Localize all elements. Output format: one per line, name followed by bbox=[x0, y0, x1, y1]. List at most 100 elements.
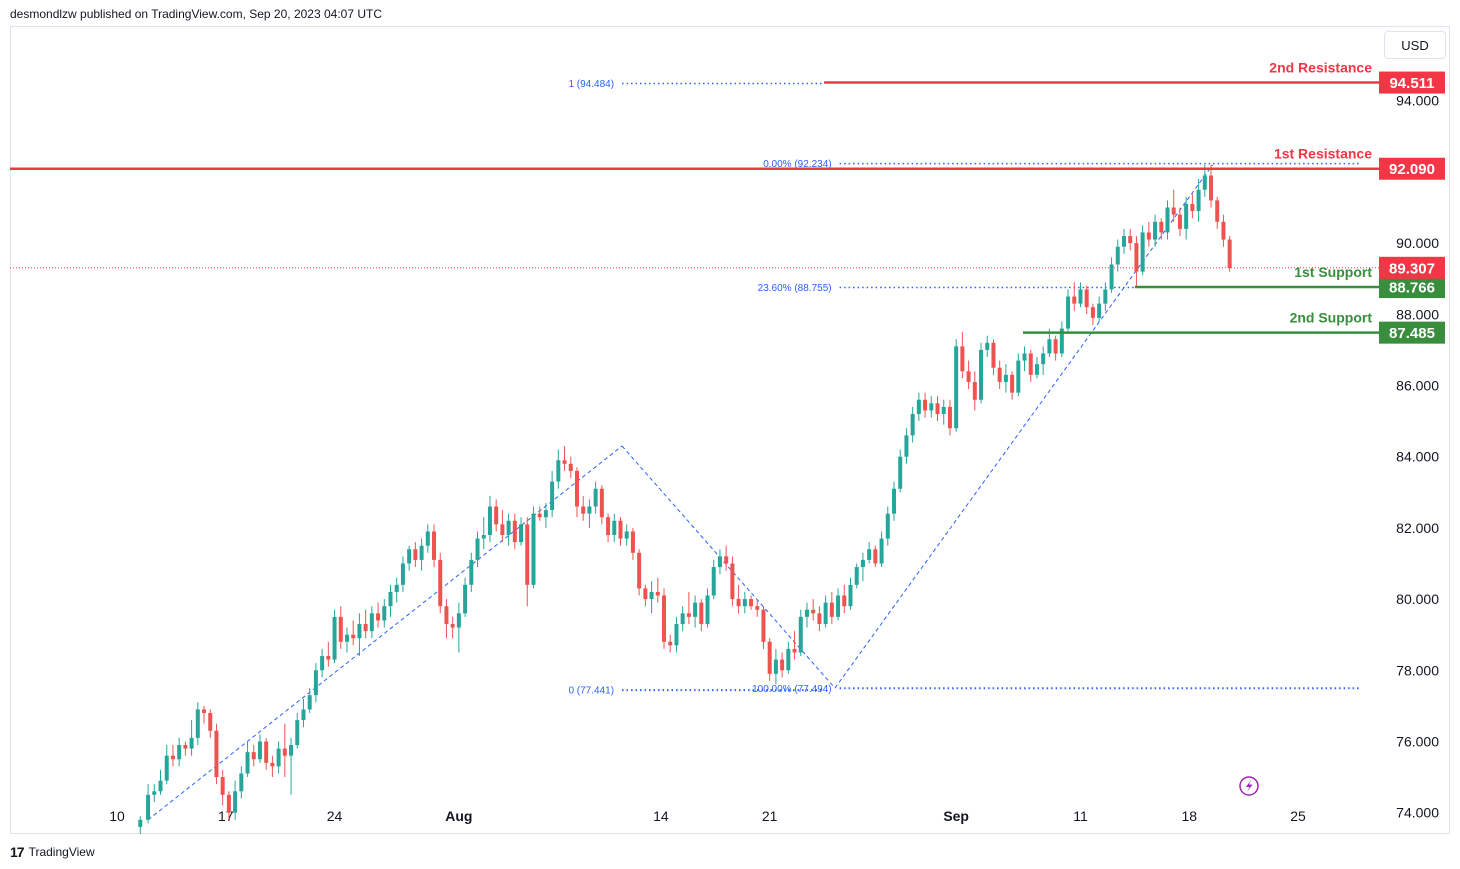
last-price-label: 89.307 bbox=[1389, 260, 1435, 277]
candle bbox=[276, 741, 281, 774]
x-tick-label: 21 bbox=[762, 808, 778, 824]
fib-level-label: 100.00% (77.494) bbox=[752, 684, 832, 695]
candle-body bbox=[1078, 289, 1083, 304]
candle bbox=[749, 595, 754, 610]
candle bbox=[394, 577, 399, 603]
candle bbox=[686, 591, 691, 624]
candle-body bbox=[1034, 364, 1039, 375]
candle-body bbox=[550, 481, 555, 511]
candle-body bbox=[979, 349, 984, 400]
candle-body bbox=[1090, 307, 1095, 318]
candle bbox=[1159, 218, 1164, 240]
candle bbox=[450, 616, 455, 639]
candle bbox=[947, 399, 952, 436]
candle bbox=[226, 791, 231, 820]
candle bbox=[475, 531, 480, 568]
price-tag-label: 87.485 bbox=[1389, 325, 1435, 342]
candle bbox=[344, 627, 349, 653]
candle-body bbox=[195, 709, 200, 738]
candle bbox=[214, 723, 219, 785]
candle bbox=[233, 780, 238, 820]
candle bbox=[960, 332, 965, 379]
candle bbox=[326, 641, 331, 667]
candle-body bbox=[1047, 339, 1052, 354]
chart-frame[interactable] bbox=[10, 26, 1450, 834]
currency-button[interactable]: USD bbox=[1384, 31, 1446, 59]
candle-body bbox=[1190, 203, 1195, 212]
candle-body bbox=[618, 520, 623, 539]
candle-body bbox=[1059, 328, 1064, 354]
x-tick-label: 11 bbox=[1073, 808, 1088, 824]
price-tag bbox=[1379, 321, 1445, 344]
candle bbox=[780, 652, 785, 678]
y-tick-label: 76.000 bbox=[1396, 733, 1439, 749]
candle bbox=[531, 506, 536, 589]
candle-body bbox=[208, 712, 213, 731]
candle bbox=[506, 513, 511, 546]
candle-body bbox=[655, 591, 660, 596]
candle bbox=[1146, 221, 1151, 247]
candle-body bbox=[1003, 374, 1008, 382]
price-tag bbox=[1379, 71, 1445, 94]
candle bbox=[239, 766, 244, 799]
candle bbox=[668, 634, 673, 653]
candle-body bbox=[226, 794, 231, 813]
candle bbox=[997, 360, 1002, 390]
candle bbox=[1121, 228, 1126, 254]
candle-body bbox=[985, 342, 990, 350]
candle-body bbox=[512, 520, 517, 543]
candle bbox=[798, 609, 803, 657]
candle-body bbox=[848, 584, 853, 607]
candle-body bbox=[531, 513, 536, 585]
candle-body bbox=[730, 563, 735, 600]
candle-body bbox=[1209, 175, 1214, 201]
fib-trend-line bbox=[834, 164, 1213, 689]
candle-body bbox=[320, 656, 325, 671]
candle-body bbox=[469, 559, 474, 585]
candle-body bbox=[1134, 243, 1139, 272]
candle-body bbox=[432, 531, 437, 560]
candle-body bbox=[972, 381, 977, 400]
lightning-icon[interactable] bbox=[1239, 776, 1259, 796]
candle bbox=[202, 705, 207, 724]
candle-body bbox=[382, 606, 387, 621]
candle-body bbox=[189, 737, 194, 749]
candle bbox=[388, 584, 393, 617]
levels-layer: 2nd Resistance 94.511 1st Resistance 92.090… bbox=[10, 60, 1445, 344]
candle-body bbox=[152, 791, 157, 795]
candle-body bbox=[773, 659, 778, 674]
candle-body bbox=[606, 517, 611, 536]
fib-trend-line bbox=[621, 445, 836, 689]
candle-body bbox=[556, 460, 561, 482]
candle-body bbox=[997, 367, 1002, 382]
candle-body bbox=[649, 591, 654, 600]
candle-body bbox=[581, 506, 586, 514]
candle-body bbox=[892, 488, 896, 514]
candle bbox=[1184, 196, 1189, 240]
candle-body bbox=[456, 613, 461, 628]
candle-body bbox=[407, 549, 412, 564]
candle-body bbox=[630, 531, 635, 553]
candle-body bbox=[481, 535, 486, 539]
candle bbox=[220, 769, 225, 806]
candle-body bbox=[1227, 239, 1232, 269]
y-tick-label: 80.000 bbox=[1396, 591, 1439, 607]
candle-body bbox=[313, 670, 318, 696]
candle-body bbox=[686, 613, 691, 617]
candle-body bbox=[289, 745, 294, 756]
level-name-label: 2nd Resistance bbox=[1269, 60, 1372, 76]
candle bbox=[500, 510, 505, 543]
candle-body bbox=[817, 613, 822, 624]
candle bbox=[376, 602, 381, 628]
candle-body bbox=[1128, 236, 1133, 244]
x-tick-label: Sep bbox=[943, 808, 969, 824]
candle bbox=[1215, 196, 1220, 229]
candle bbox=[264, 737, 269, 770]
candle bbox=[1227, 236, 1232, 272]
candle-body bbox=[220, 777, 225, 795]
candle bbox=[674, 616, 679, 653]
candle bbox=[804, 602, 809, 628]
candle-body bbox=[525, 524, 530, 585]
candle bbox=[251, 745, 256, 767]
